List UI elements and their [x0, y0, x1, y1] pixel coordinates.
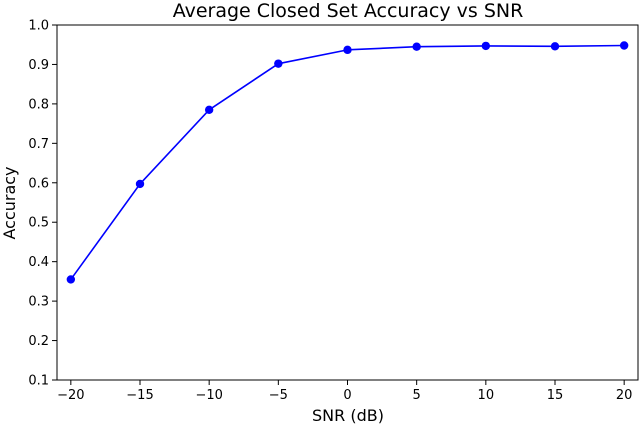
- y-tick-label: 0.1: [28, 374, 49, 389]
- data-point: [204, 105, 214, 115]
- x-tick-label: −15: [126, 388, 153, 403]
- y-tick-label: 0.7: [28, 137, 49, 152]
- y-tick-label: 0.6: [28, 176, 49, 191]
- data-point: [66, 275, 76, 284]
- data-point: [135, 179, 145, 189]
- y-tick-label: 0.4: [28, 255, 49, 270]
- plot-frame: [56, 24, 639, 381]
- y-axis-label: Accuracy: [0, 166, 19, 239]
- x-tick-label: −5: [269, 388, 288, 403]
- y-tick-label: 0.8: [28, 97, 49, 112]
- x-tick-label: 10: [478, 388, 495, 403]
- data-point: [412, 42, 421, 51]
- y-tick-label: 0.5: [28, 216, 49, 231]
- y-tick-label: 0.2: [28, 334, 49, 349]
- data-point: [619, 41, 629, 50]
- chart-title: Average Closed Set Accuracy vs SNR: [173, 0, 524, 22]
- data-point: [274, 59, 283, 68]
- data-point: [550, 42, 560, 51]
- x-tick-label: 15: [547, 388, 564, 403]
- x-tick-label: 0: [343, 388, 351, 403]
- x-axis-label: SNR (dB): [312, 406, 384, 425]
- y-tick-label: 1.0: [28, 19, 49, 34]
- x-tick-label: −20: [57, 388, 84, 403]
- x-tick-label: 5: [413, 388, 421, 403]
- x-tick-label: −10: [195, 388, 222, 403]
- x-tick-label: 20: [616, 388, 633, 403]
- y-tick-label: 0.3: [28, 295, 49, 310]
- data-point: [481, 41, 491, 51]
- data-point: [343, 45, 352, 55]
- y-tick-label: 0.9: [28, 58, 49, 73]
- series-line: [70, 44, 625, 280]
- plot-area: −20 −15 −10 −5 0 5 10 15 20 0.1 0.2 0.3 0.4 0.5 0.6 0.7…: [28, 19, 639, 403]
